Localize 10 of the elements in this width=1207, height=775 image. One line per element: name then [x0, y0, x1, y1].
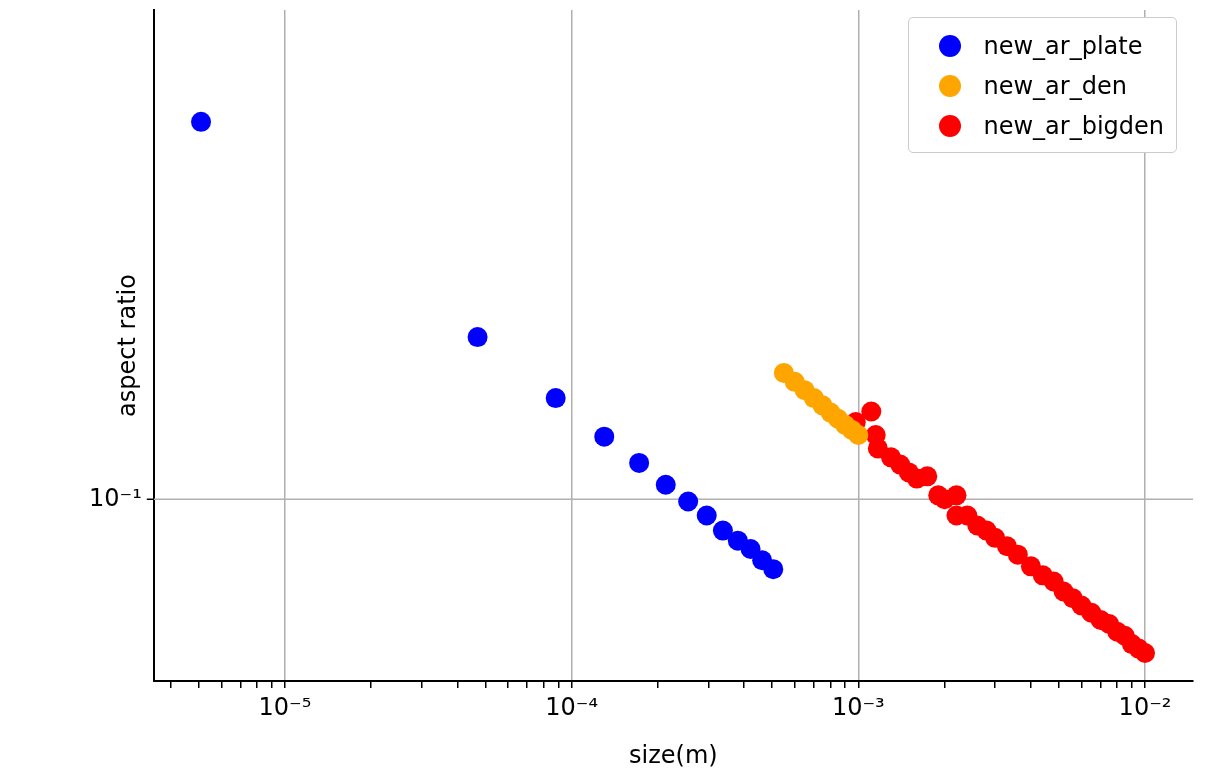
y-axis-title: aspect ratio — [112, 274, 141, 417]
x-tick-label: 10⁻³ — [831, 692, 885, 721]
legend-label: new_ar_plate — [983, 32, 1143, 60]
legend-label: new_ar_den — [983, 72, 1127, 100]
x-tick-label: 10⁻² — [1118, 692, 1172, 721]
legend-label: new_ar_bigden — [983, 112, 1164, 140]
x-tick-label: 10⁻⁵ — [258, 692, 312, 721]
x-tick-label: 10⁻⁴ — [545, 692, 599, 721]
ref-line-label: 10⁻¹ — [88, 483, 142, 512]
x-axis-title: size(m) — [629, 740, 718, 769]
